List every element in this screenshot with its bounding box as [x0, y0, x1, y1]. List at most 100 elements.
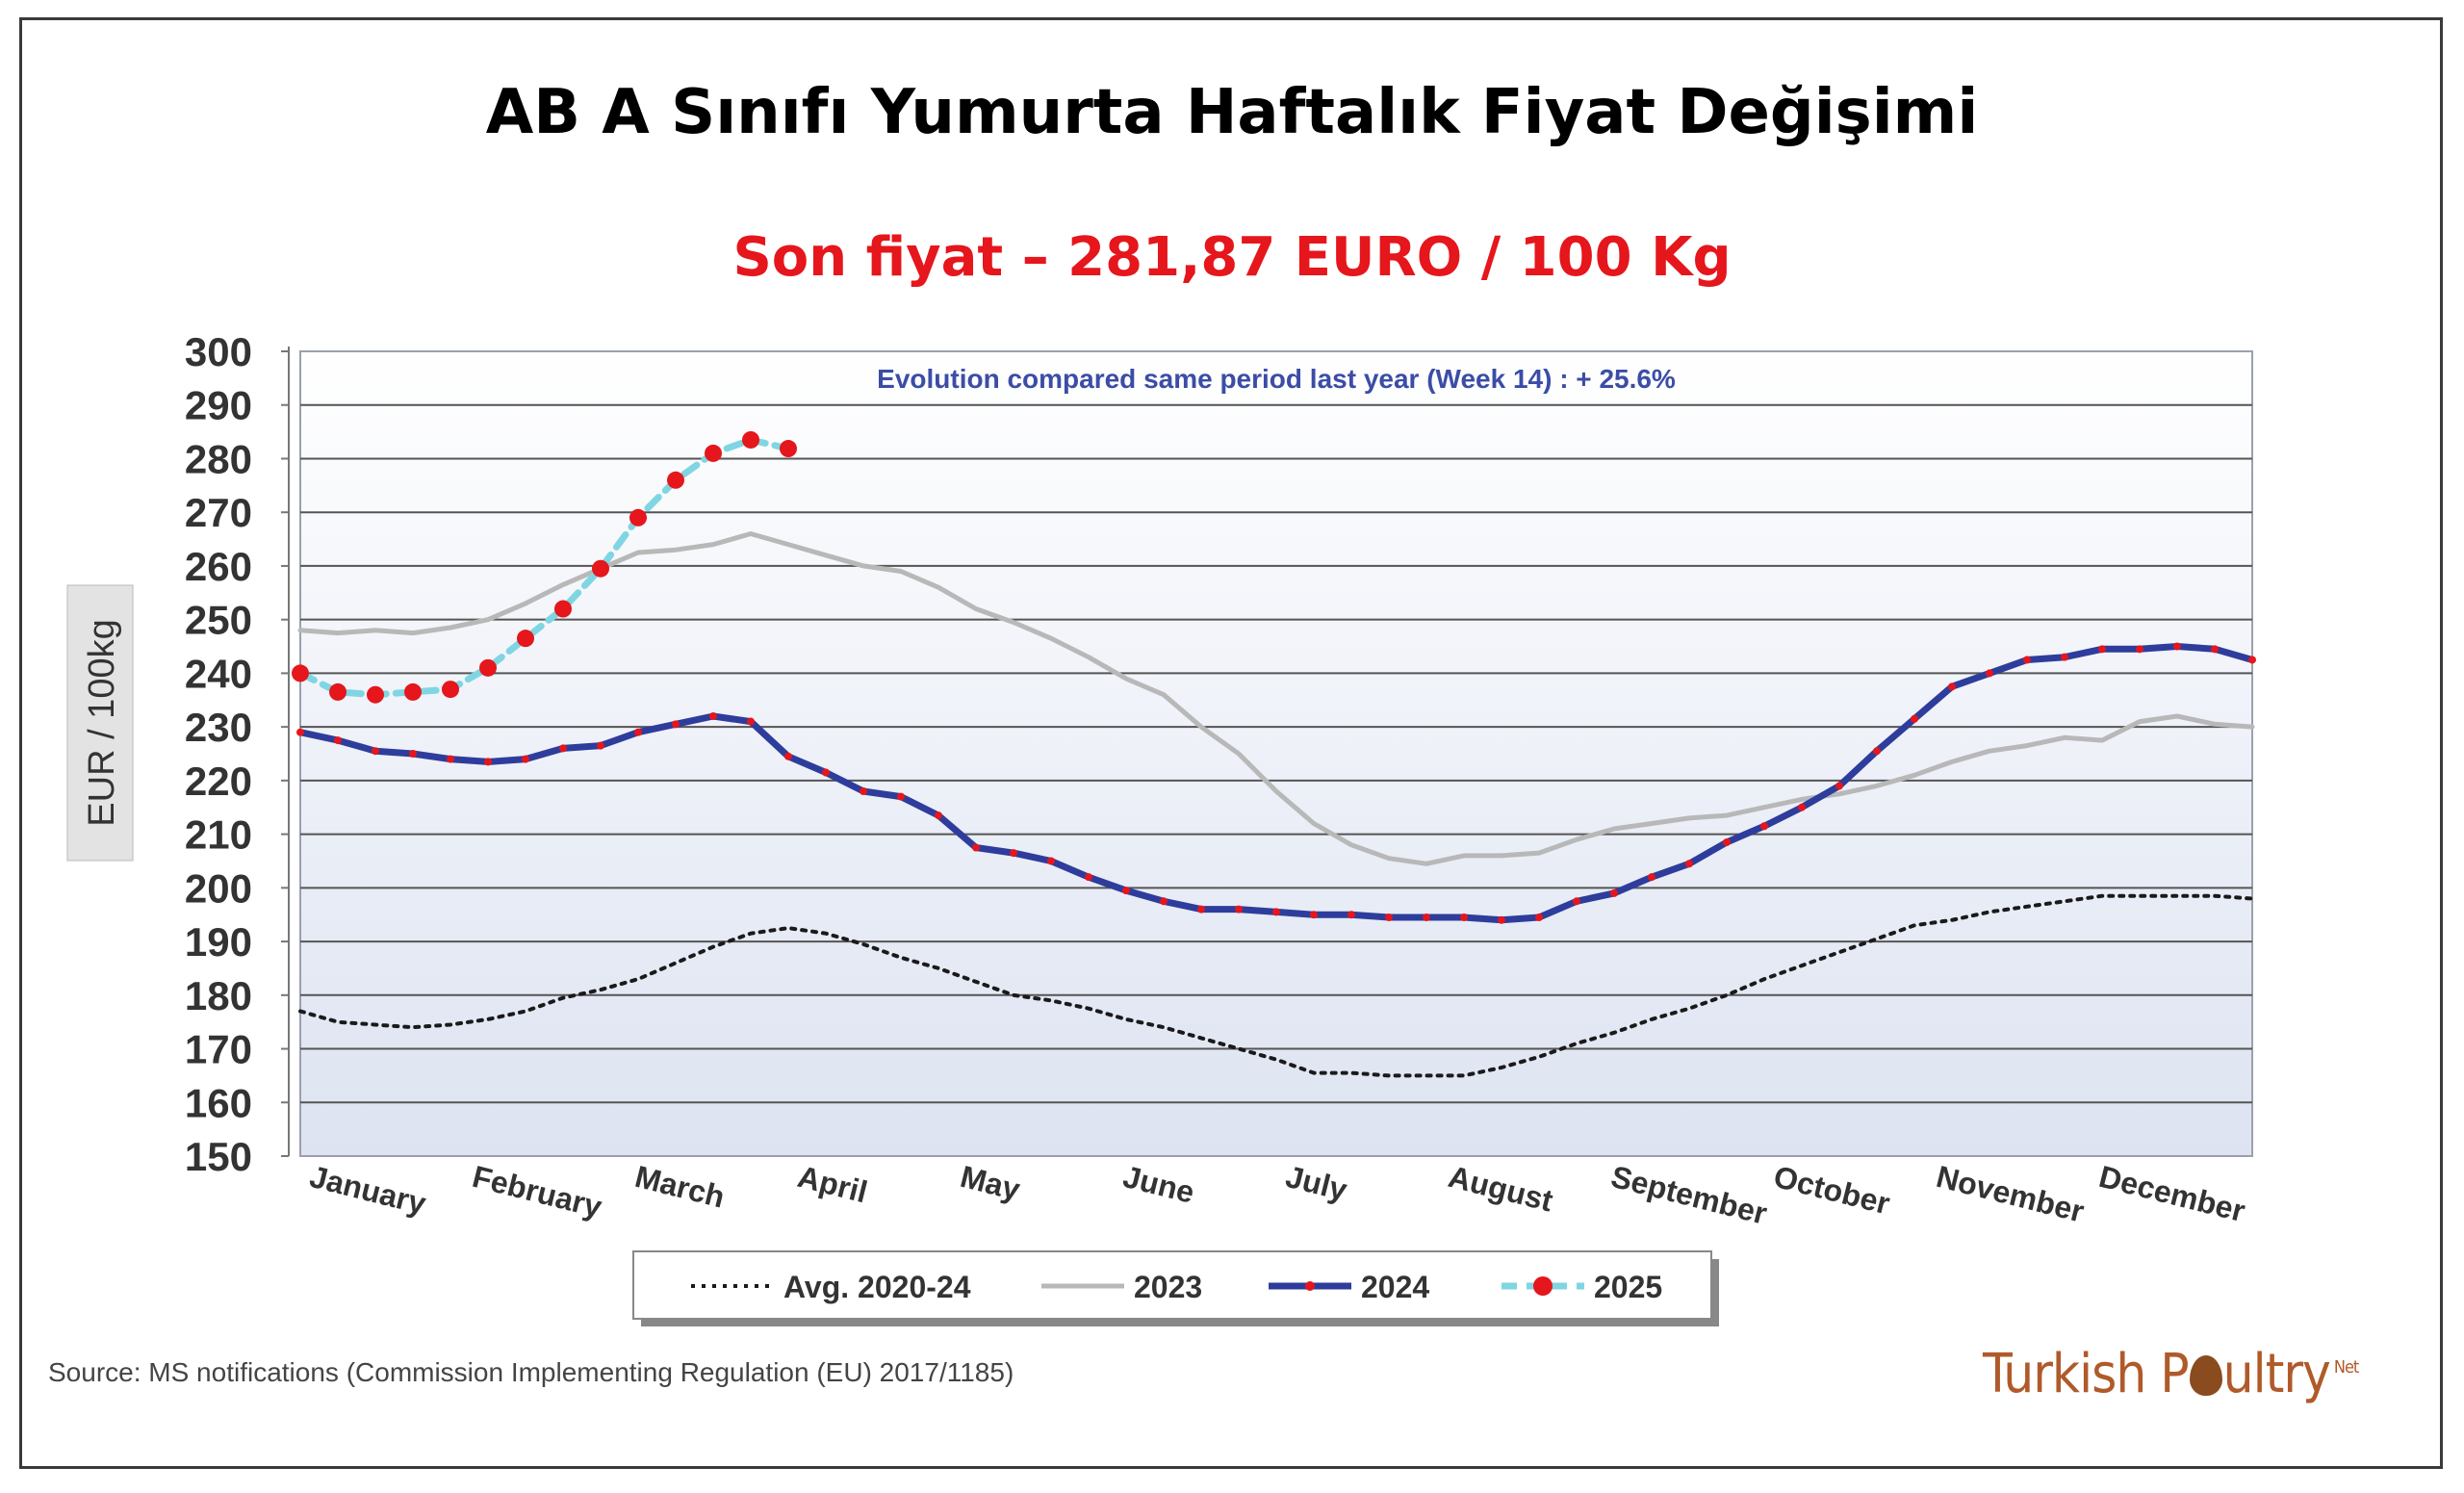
- y-axis-label-box: EUR / 100kg: [66, 584, 134, 862]
- egg-icon: [2189, 1355, 2222, 1396]
- data-point: [1348, 911, 1355, 919]
- data-point: [935, 811, 942, 820]
- y-tick-label: 160: [185, 1080, 252, 1125]
- source-note: Source: MS notifications (Commission Imp…: [48, 1357, 1014, 1387]
- data-point: [409, 750, 417, 758]
- data-point: [2211, 645, 2219, 654]
- data-point: [860, 787, 867, 796]
- data-point: [479, 658, 497, 677]
- data-point: [329, 682, 346, 701]
- data-point: [1760, 822, 1768, 831]
- data-point: [972, 843, 980, 852]
- data-point: [1535, 913, 1543, 921]
- legend: Avg. 2020-24 2023 2024 2025: [632, 1250, 1719, 1326]
- data-point: [2173, 642, 2181, 651]
- data-point: [2023, 656, 2031, 664]
- data-point: [1873, 747, 1881, 756]
- data-point: [1685, 860, 1693, 868]
- data-point: [822, 768, 830, 777]
- data-point: [292, 664, 309, 682]
- data-point: [1610, 888, 1618, 897]
- legend-marker: [1533, 1276, 1553, 1296]
- x-axis-ticks: January February March April May June July Augu…: [306, 1159, 2248, 1231]
- x-month-label: January: [306, 1159, 429, 1222]
- x-month-label: June: [1119, 1159, 1197, 1210]
- data-point: [1573, 897, 1580, 906]
- turkish-poultry-logo[interactable]: Turkish P ultry Net: [1983, 1343, 2359, 1405]
- data-point: [629, 508, 647, 527]
- y-tick-label: 210: [185, 812, 252, 858]
- data-point: [634, 728, 642, 736]
- logo-text-2: ultry: [2222, 1343, 2331, 1405]
- data-point: [780, 440, 797, 458]
- data-point: [554, 600, 572, 618]
- data-point: [559, 744, 567, 753]
- data-point: [1010, 849, 1017, 858]
- data-point: [404, 682, 422, 701]
- y-tick-label: 220: [185, 759, 252, 804]
- data-point: [1197, 905, 1205, 914]
- legend-label: 2025: [1594, 1270, 1662, 1304]
- data-point: [522, 755, 529, 763]
- data-point: [1047, 857, 1055, 865]
- y-tick-label: 270: [185, 490, 252, 535]
- data-point: [747, 717, 755, 726]
- data-point: [1085, 873, 1092, 882]
- data-point: [1498, 915, 1505, 924]
- data-point: [484, 758, 492, 766]
- data-point: [597, 741, 604, 750]
- gridlines: [300, 403, 2252, 1104]
- y-tick-label: 170: [185, 1027, 252, 1072]
- data-point: [442, 681, 459, 699]
- data-point: [784, 752, 792, 760]
- series-line: [297, 531, 2255, 866]
- y-axis-ticks: 300 290 280 270 260 250 240 230 220 210 200 190 180 1…: [185, 329, 289, 1179]
- y-tick-label: 230: [185, 705, 252, 750]
- x-month-label: February: [469, 1159, 605, 1224]
- data-point: [2248, 656, 2256, 664]
- x-month-label: March: [631, 1159, 728, 1215]
- x-month-label: October: [1770, 1159, 1893, 1222]
- data-point: [1648, 873, 1656, 882]
- data-point: [1911, 714, 1918, 723]
- data-point: [372, 747, 379, 756]
- data-point: [705, 444, 722, 462]
- x-month-label: September: [1607, 1159, 1770, 1231]
- chart-subtitle: Son fiyat – 281,87 EURO / 100 Kg: [732, 226, 1732, 289]
- y-tick-label: 280: [185, 436, 252, 481]
- data-point: [2098, 645, 2106, 654]
- data-point: [592, 559, 609, 578]
- data-point: [897, 792, 905, 801]
- y-tick-label: 300: [185, 329, 252, 374]
- data-point: [1835, 782, 1843, 790]
- plot-area: [299, 350, 2253, 1157]
- y-tick-label: 200: [185, 865, 252, 911]
- data-point: [1723, 837, 1731, 846]
- y-tick-label: 260: [185, 544, 252, 589]
- data-point: [447, 755, 454, 763]
- y-tick-label: 190: [185, 919, 252, 965]
- series-layer: [292, 430, 2256, 1078]
- data-point: [334, 736, 342, 745]
- data-point: [2061, 653, 2068, 661]
- x-month-label: November: [1933, 1159, 2088, 1229]
- series-line: [298, 893, 2254, 1078]
- legend-label: 2024: [1361, 1270, 1429, 1304]
- legend-label: Avg. 2020-24: [783, 1270, 971, 1304]
- series-avg-2020-24: [298, 893, 2254, 1078]
- chart-title: AB A Sınıfı Yumurta Haftalık Fiyat Değiş…: [485, 77, 1979, 148]
- legend-label: 2023: [1134, 1270, 1202, 1304]
- logo-suffix: Net: [2333, 1357, 2359, 1378]
- data-point: [367, 685, 384, 704]
- data-point: [1986, 669, 1993, 678]
- y-tick-label: 250: [185, 598, 252, 643]
- data-point: [1423, 913, 1430, 921]
- x-month-label: July: [1282, 1159, 1350, 1207]
- data-point: [1272, 908, 1280, 916]
- y-tick-label: 240: [185, 651, 252, 696]
- data-point: [1798, 803, 1806, 811]
- y-axis-label: EUR / 100kg: [82, 619, 122, 826]
- series-2024: [296, 642, 2256, 924]
- data-point: [1385, 913, 1393, 921]
